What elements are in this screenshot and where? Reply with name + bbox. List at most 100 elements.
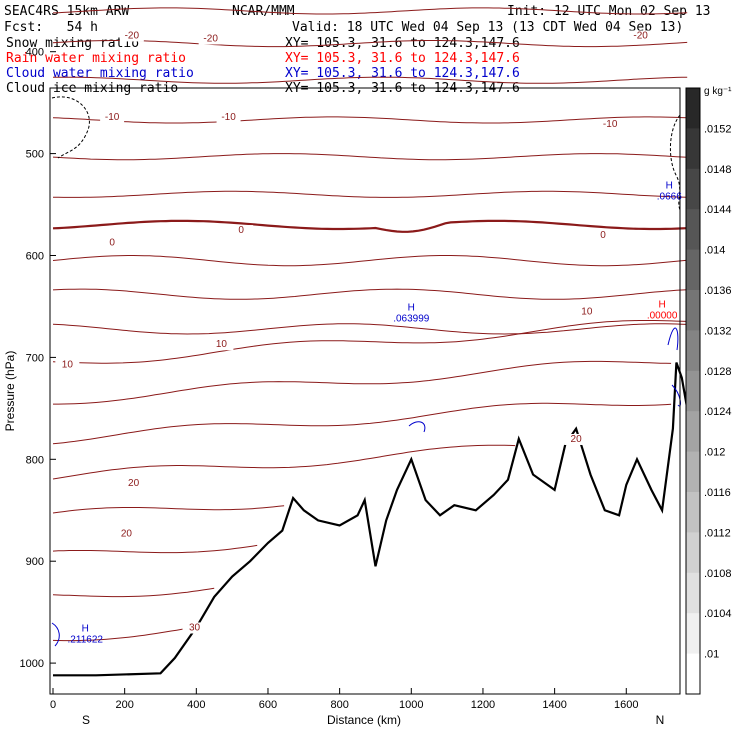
isotherm-label: 30 [189, 622, 201, 633]
south-label: S [82, 713, 90, 727]
label-backdrop [182, 622, 207, 634]
valid-time: Valid: 18 UTC Wed 04 Sep 13 (13 CDT Wed … [292, 20, 684, 35]
isotherm-label: -20 [633, 30, 648, 41]
isotherm-line [52, 116, 688, 124]
label-backdrop [216, 111, 241, 123]
maximum-value: .211622 [68, 635, 104, 646]
maximum-marker: H [666, 180, 673, 191]
x-tick-label: 1200 [471, 699, 495, 711]
colorbar-label: .0124 [704, 406, 732, 418]
isotherm-label: 0 [109, 237, 115, 248]
colorbar-swatch [686, 572, 700, 614]
label-backdrop [100, 237, 125, 249]
label-backdrop [209, 339, 234, 351]
colorbar-frame [685, 87, 701, 695]
isotherm-line [52, 7, 688, 15]
colorbar-swatch [686, 209, 700, 251]
y-tick-label: 1000 [20, 658, 44, 670]
colorbar: .0152 .0148 .0144 .014 .0136 .0132 .0128 .0124.… [685, 86, 732, 695]
label-backdrop [114, 528, 139, 540]
maximum-marker: H [658, 300, 665, 311]
x-tick-label: 1000 [399, 699, 423, 711]
label-backdrop [119, 30, 144, 42]
isotherm-line [52, 444, 516, 480]
colorbar-label: .0152 [704, 123, 732, 135]
y-tick-label: 800 [26, 454, 44, 466]
colorbar-swatch [686, 168, 700, 210]
isotherm-label: 20 [128, 478, 140, 489]
colorbar-label: .0136 [704, 285, 732, 297]
colorbar-swatch [686, 532, 700, 574]
colorbar-label: .012 [704, 447, 725, 459]
isotherm-label: 0 [600, 230, 606, 241]
maximum-value: .0666 [657, 191, 682, 202]
colorbar-label: .01 [704, 649, 719, 661]
colorbar-swatch [686, 290, 700, 331]
isotherm-line [52, 40, 688, 48]
cloud-water-contour [51, 622, 60, 647]
isotherm-line [52, 505, 285, 514]
colorbar-swatch [686, 330, 700, 372]
colorbar-label: .0132 [704, 325, 732, 337]
north-label: N [656, 713, 665, 727]
x-tick-label: 200 [115, 699, 133, 711]
maximum-value: .00000 [647, 311, 678, 322]
colorbar-swatch [686, 411, 700, 453]
plot-frame [49, 87, 681, 695]
isotherm-line [52, 544, 258, 554]
colorbar-label: .0116 [704, 487, 731, 499]
label-backdrop [198, 33, 223, 45]
x-axis-title: Distance (km) [327, 713, 401, 727]
isotherm-label: -10 [603, 119, 618, 130]
temperature-contours [52, 7, 688, 642]
cloud-ice-contour [51, 96, 90, 159]
isotherm-label: 10 [216, 339, 228, 350]
init-time: Init: 12 UTC Mon 02 Sep 13 [507, 4, 711, 19]
label-backdrop [121, 477, 146, 489]
terrain [53, 362, 689, 677]
isotherm-line [52, 190, 688, 198]
field-name-cloud-water: Cloud water mixing ratio [6, 66, 194, 81]
label-backdrop [100, 111, 125, 123]
colorbar-swatch [686, 88, 700, 129]
field-name-rain: Rain water mixing ratio [6, 51, 187, 66]
y-tick-label: 700 [26, 352, 44, 364]
forecast-hour: Fcst: 54 h [4, 20, 98, 35]
y-tick-label: 900 [26, 556, 44, 568]
isotherm-line [52, 323, 688, 335]
isotherm-line [52, 288, 688, 300]
maximum-value: .063999 [393, 314, 430, 325]
isotherm-label: -10 [105, 112, 120, 123]
isotherm-label: -10 [221, 112, 236, 123]
isotherm-line [52, 255, 688, 267]
isotherm-line [52, 219, 688, 233]
x-tick-label: 0 [50, 699, 56, 711]
colorbar-label: .0104 [704, 608, 732, 620]
label-backdrop [55, 359, 80, 371]
isotherm-line [52, 320, 688, 364]
y-tick-label: 600 [26, 251, 44, 263]
colorbar-swatch [686, 653, 700, 695]
colorbar-swatch [686, 249, 700, 291]
label-backdrop [598, 119, 623, 131]
field-xy-rain: XY= 105.3, 31.6 to 124.3,147.6 [285, 51, 520, 66]
x-tick-label: 1600 [614, 699, 638, 711]
colorbar-label: .0148 [704, 164, 732, 176]
maximum-marker: H [408, 303, 415, 314]
isotherm-label: 10 [62, 360, 74, 371]
colorbar-label: .0108 [704, 568, 732, 580]
cloud-water-contour [667, 327, 679, 351]
terrain-line [53, 362, 689, 677]
colorbar-label: .0144 [704, 204, 732, 216]
colorbar-swatch [686, 613, 700, 655]
colorbar-swatch [686, 492, 700, 533]
isotherm-label: 20 [121, 529, 133, 540]
x-tick-label: 600 [259, 699, 277, 711]
x-tick-label: 400 [187, 699, 205, 711]
isotherm-line [53, 360, 672, 405]
colorbar-swatch [686, 370, 700, 412]
isotherm-label: -20 [203, 34, 218, 45]
colorbar-unit: g kg⁻¹ [704, 86, 732, 97]
label-backdrop [628, 30, 653, 42]
